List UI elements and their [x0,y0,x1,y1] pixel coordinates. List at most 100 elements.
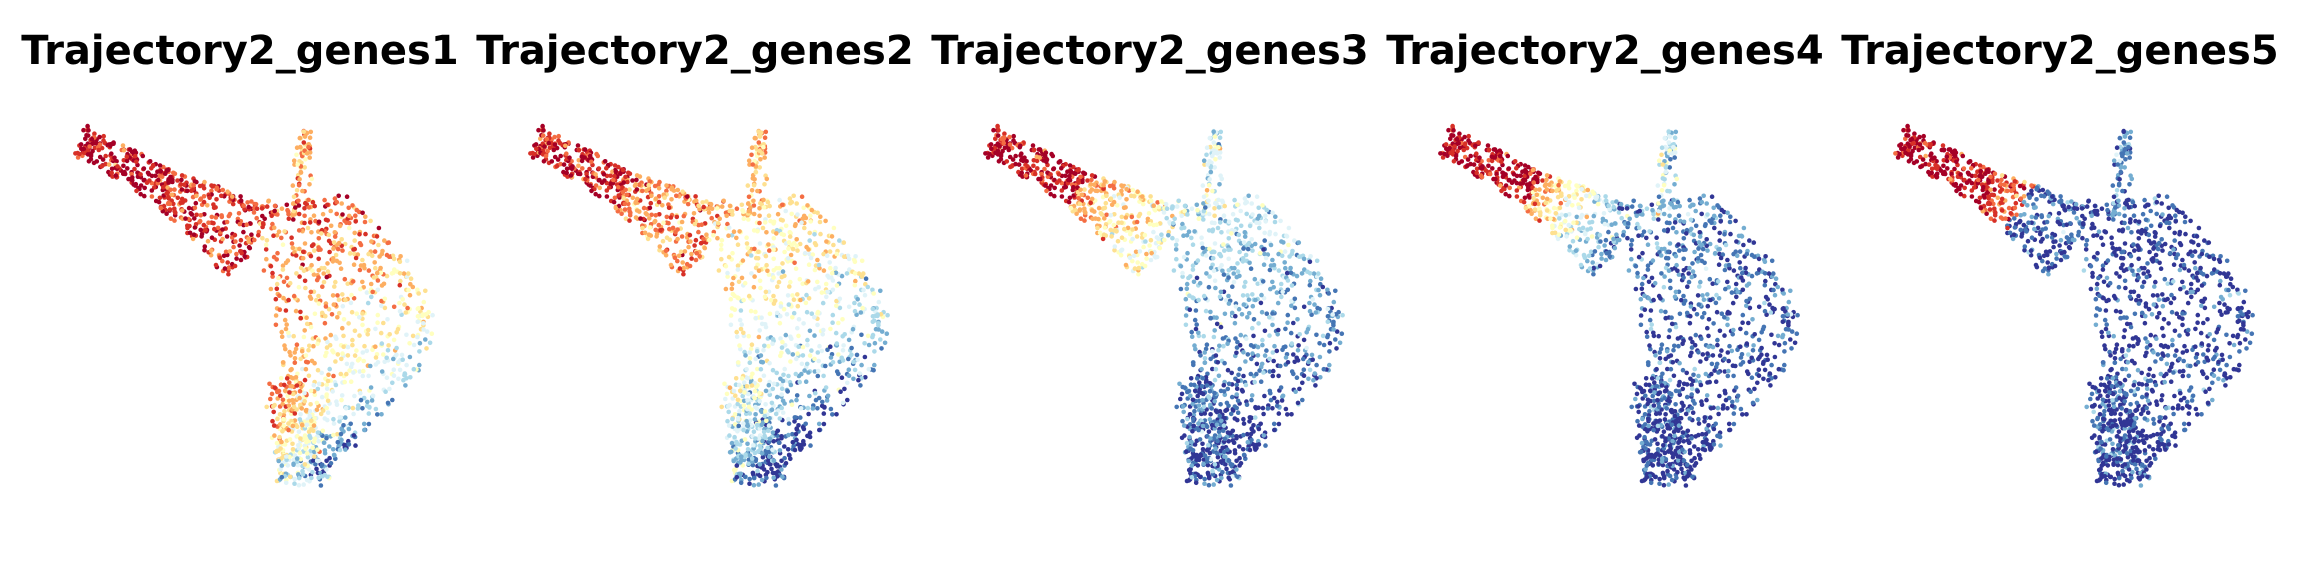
cell-point [1279,398,1285,403]
cell-point [324,386,330,392]
cell-point [1263,443,1268,448]
cell-point [1217,413,1223,419]
cell-point [738,308,744,313]
cell-point [168,174,173,180]
cell-point [795,351,800,356]
cell-point [1224,466,1229,472]
cell-point [296,284,302,290]
cell-point [749,342,755,348]
cell-point [745,441,750,447]
cell-point [1255,281,1260,287]
cell-point [86,159,92,164]
cell-point [839,355,844,361]
cell-point [1232,416,1238,421]
cell-point [611,199,617,205]
cell-point [1066,177,1071,183]
cell-point [737,388,743,394]
cell-point [753,436,758,441]
cell-point [300,255,306,261]
cell-point [798,406,804,411]
cell-point [1272,343,1277,349]
cell-point [1217,135,1223,140]
cell-point [741,403,747,408]
cell-point [1013,153,1018,159]
cell-point [870,314,876,319]
cell-point [875,312,880,317]
cell-point [396,359,401,365]
cell-point [750,371,755,377]
cell-point [296,429,302,435]
cell-point [738,346,743,352]
cell-point [1256,442,1262,447]
cell-point [272,203,278,209]
cell-point [830,287,836,293]
cell-point [637,182,642,187]
cell-point [1185,250,1190,256]
cell-point [1291,320,1296,326]
cell-point [764,176,770,182]
cell-point [208,248,214,253]
cell-point [1178,286,1184,292]
cell-point [1244,336,1249,342]
cell-point [692,221,698,227]
cell-point [289,366,294,372]
cell-point [302,390,307,396]
cell-point [753,169,759,175]
cell-point [768,462,773,467]
cell-point [1245,431,1250,437]
cell-point [304,477,310,483]
cell-point [179,196,185,202]
cell-point [577,171,583,177]
cell-point [766,423,772,428]
cell-point [761,197,766,203]
cell-point [169,192,175,198]
cell-point [1082,218,1087,223]
cell-point [756,129,761,134]
cell-point [788,359,793,364]
cell-point [1184,286,1190,292]
cell-point [1204,342,1210,348]
cell-point [787,284,792,289]
cell-point [203,227,208,233]
cell-point [321,279,327,285]
cell-point [1308,278,1313,284]
cell-point [1088,200,1093,206]
cell-point [325,398,331,404]
cell-point [755,188,760,194]
cell-point [1116,220,1121,225]
cell-point [777,416,783,421]
cell-point [1129,214,1135,220]
cell-point [1222,392,1228,398]
cell-point [382,305,388,311]
cell-point [734,474,740,480]
cell-point [242,206,247,212]
cell-point [1211,140,1217,145]
cell-point [331,302,337,307]
cell-point [760,225,766,231]
cell-point [316,275,321,280]
cell-point [818,231,823,237]
cell-point [796,333,801,339]
cell-point [1186,229,1192,234]
cell-point [1229,370,1234,376]
cell-point [1221,343,1226,349]
cell-point [312,392,318,398]
cell-point [558,153,563,159]
cell-point [736,423,741,429]
cell-point [378,270,384,276]
cell-point [209,214,215,220]
cell-point [342,276,348,282]
cell-point [627,171,633,176]
cell-point [324,392,330,397]
cell-point [1274,403,1280,409]
cell-point [807,393,812,399]
cell-point [1262,393,1267,399]
cell-point [643,211,649,216]
cell-point [1203,253,1209,258]
cell-point [372,260,378,265]
cell-point [1283,344,1288,350]
cell-point [735,263,741,269]
cell-point [759,477,765,483]
cell-point [730,416,735,422]
cell-point [1078,187,1083,193]
